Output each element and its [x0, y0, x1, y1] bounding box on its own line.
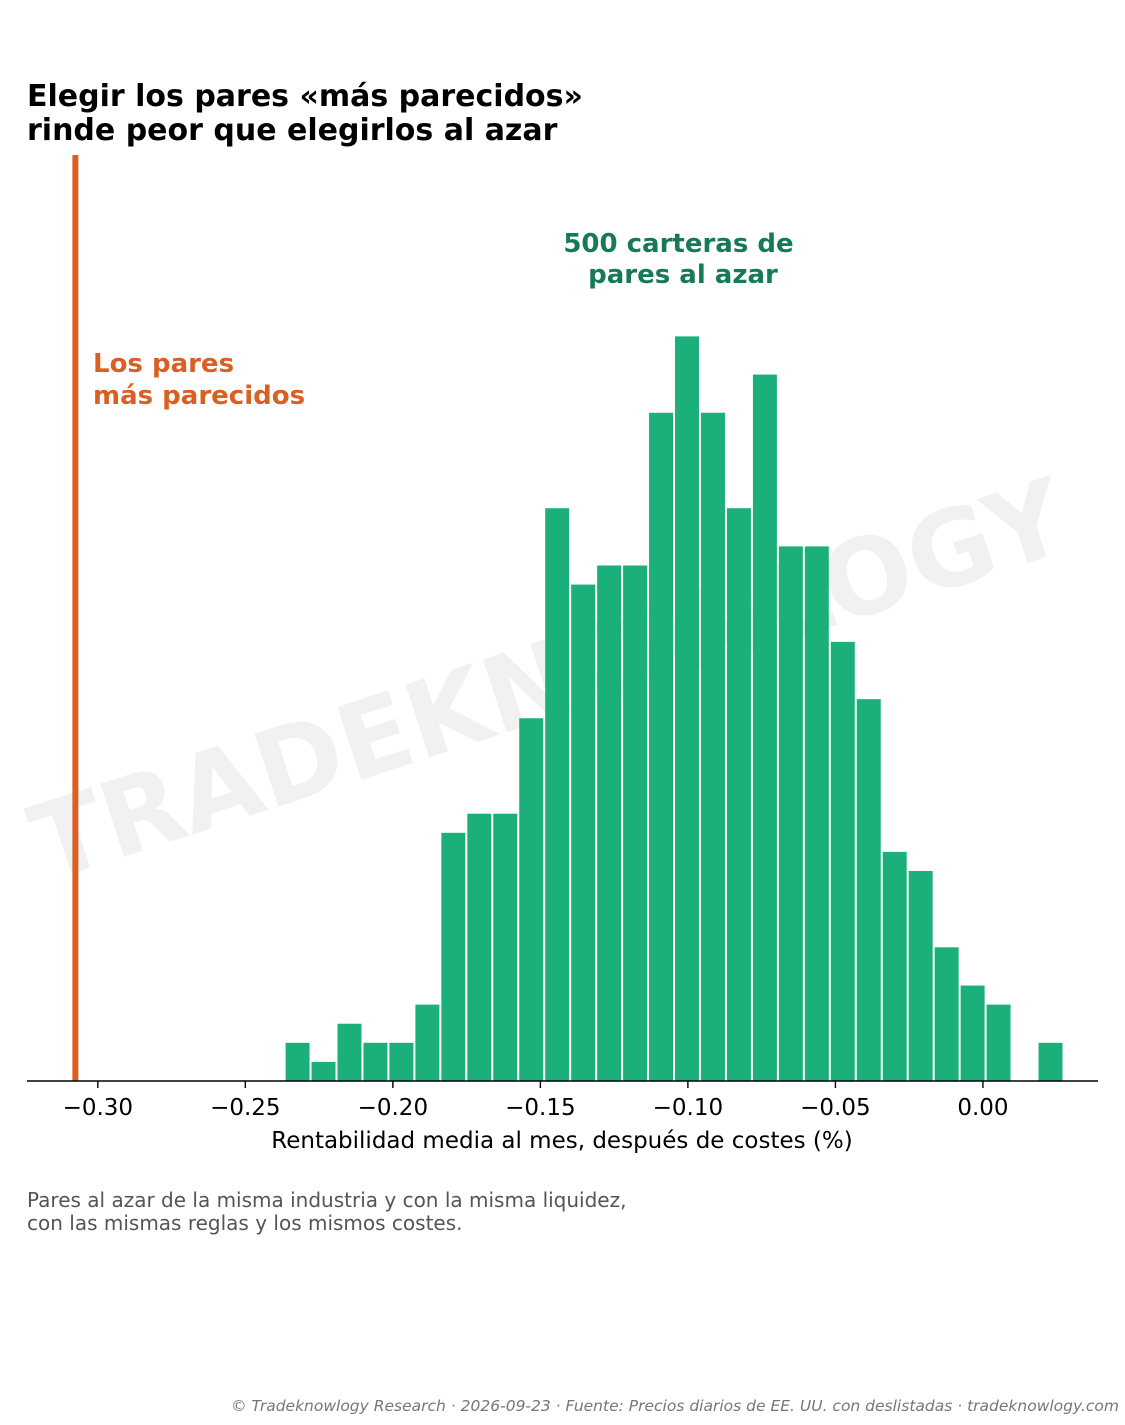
x-tick-label: −0.20	[358, 1095, 428, 1121]
chart-title-line-2: rinde peor que elegirlos al azar	[27, 113, 558, 148]
x-tick-label: −0.05	[800, 1095, 870, 1121]
histogram-bar	[960, 985, 985, 1081]
histogram-bar	[726, 508, 751, 1081]
random-portfolios-annotation: 500 carteras de pares al azar	[563, 229, 802, 290]
histogram-bar	[856, 699, 881, 1081]
histogram-bar	[882, 851, 907, 1081]
random-portfolios-annotation-line-2: pares al azar	[588, 260, 778, 290]
histogram-bar	[649, 412, 674, 1081]
reference-annotation-line-1: Los pares	[93, 349, 234, 379]
x-tick-label: −0.15	[505, 1095, 575, 1121]
histogram-bar	[804, 546, 829, 1081]
histogram-bar	[337, 1023, 362, 1081]
x-tick-label: −0.25	[210, 1095, 280, 1121]
histogram-bar	[441, 832, 466, 1081]
x-axis: −0.30 −0.25 −0.20 −0.15 −0.10 −0.05 0.00	[27, 1080, 1098, 1121]
histogram-bar	[1038, 1042, 1063, 1081]
histogram-bar	[519, 718, 544, 1081]
histogram-bar	[285, 1042, 310, 1081]
x-tick-label: −0.30	[63, 1095, 133, 1121]
reference-annotation: Los pares más parecidos	[93, 349, 305, 411]
histogram-bar	[467, 813, 492, 1081]
random-portfolios-annotation-line-1: 500 carteras de	[563, 229, 793, 259]
histogram-bar	[830, 641, 855, 1081]
histogram-bar	[311, 1061, 336, 1081]
histogram-bar	[415, 1004, 440, 1081]
histogram-bar	[778, 546, 803, 1081]
reference-annotation-line-2: más parecidos	[93, 381, 305, 411]
caption-line-1: Pares al azar de la misma industria y co…	[27, 1188, 627, 1212]
histogram-bar	[623, 565, 648, 1081]
chart-title: Elegir los pares «más parecidos» rinde p…	[27, 80, 927, 148]
x-axis-label: Rentabilidad media al mes, después de co…	[271, 1128, 852, 1154]
histogram-bar	[597, 565, 622, 1081]
histogram-bar	[493, 813, 518, 1081]
histogram-bars	[285, 336, 1063, 1081]
caption-line-2: con las mismas reglas y los mismos coste…	[27, 1211, 463, 1235]
histogram-bar	[389, 1042, 414, 1081]
histogram-bar	[752, 374, 777, 1081]
histogram-bar	[675, 336, 699, 1081]
footer: © Tradeknowlogy Research · 2026-09-23 · …	[231, 1397, 1119, 1415]
histogram-bar	[700, 412, 725, 1081]
x-tick-label: 0.00	[957, 1095, 1008, 1121]
histogram-bar	[363, 1042, 388, 1081]
histogram-bar	[571, 584, 596, 1081]
caption: Pares al azar de la misma industria y co…	[27, 1189, 927, 1235]
chart-title-line-1: Elegir los pares «más parecidos»	[27, 79, 583, 114]
histogram-bar	[908, 870, 933, 1081]
histogram-chart: TRADEKNOWLOGY −0.30−0.25−0.20−0.15−0.10−…	[17, 155, 1098, 1154]
histogram-bar	[934, 947, 959, 1081]
histogram-bar	[545, 508, 570, 1081]
histogram-bar	[986, 1004, 1011, 1081]
x-tick-label: −0.10	[653, 1095, 723, 1121]
